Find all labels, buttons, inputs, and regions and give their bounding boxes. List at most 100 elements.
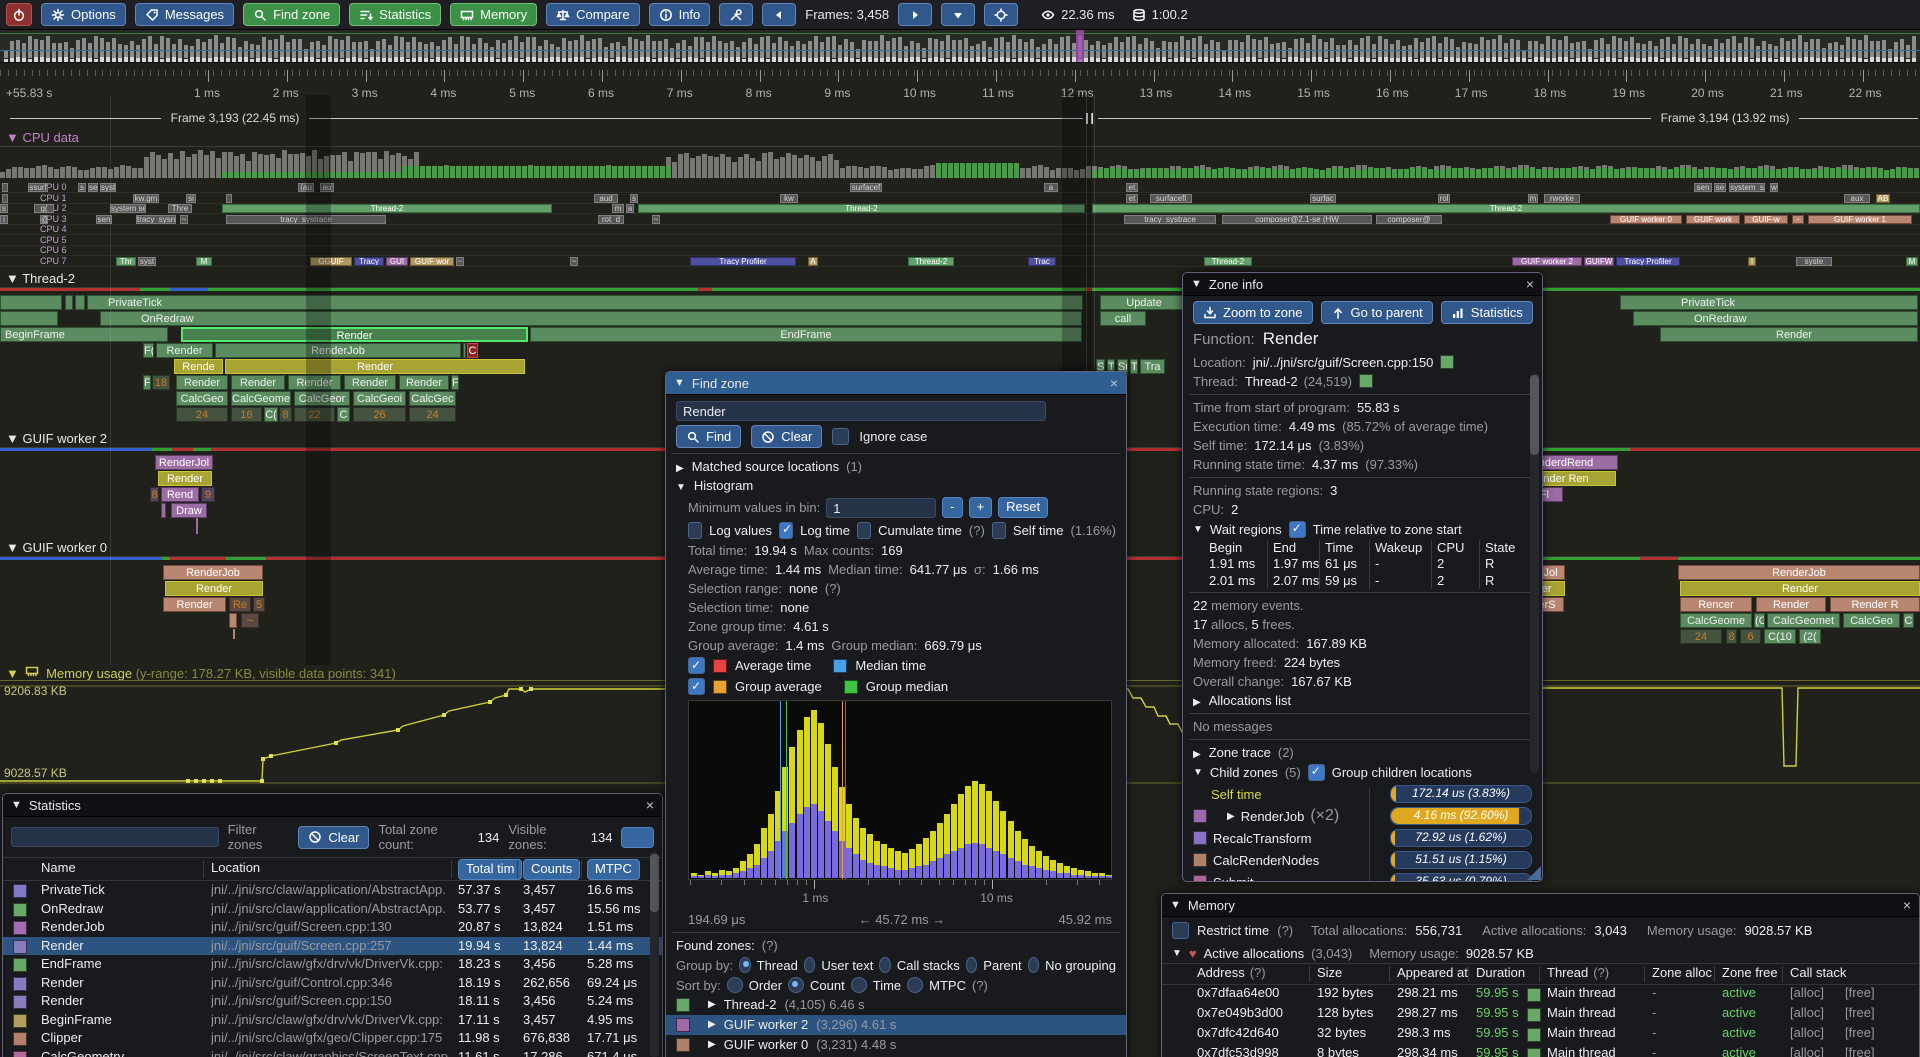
alloc-callstack-btn[interactable]: [alloc] — [1790, 985, 1824, 1000]
legend-checkbox[interactable] — [688, 657, 705, 674]
timeline-zone[interactable]: CalcGeomet — [1767, 613, 1840, 628]
free-callstack-btn[interactable]: [free] — [1845, 1005, 1875, 1020]
cpu-zone[interactable]: a — [1044, 183, 1058, 192]
cpu-zone[interactable]: composer@2.1-se (HW — [1222, 215, 1372, 224]
timeline-zone[interactable]: Draw — [171, 503, 207, 518]
statistics-scrollbar-thumb[interactable] — [650, 854, 659, 912]
allocation-row[interactable]: 0x7e049b3d00128 bytes298.27 ms59.95 sMai… — [1162, 1005, 1919, 1025]
legend-checkbox[interactable] — [688, 678, 705, 695]
timeline-zone[interactable] — [161, 503, 166, 518]
frame-overview-strip[interactable] — [0, 30, 1920, 63]
decrease-button[interactable]: - — [942, 497, 962, 518]
timeline-zone[interactable]: 8 — [279, 407, 292, 422]
timeline-zone[interactable]: CalcGeome — [231, 391, 291, 406]
cpu-zone[interactable]: surfac — [1310, 194, 1336, 203]
cpu-zone[interactable]: system se — [110, 204, 146, 213]
group-by-radio-parent[interactable] — [966, 957, 978, 973]
cpu-zone[interactable]: - — [1792, 215, 1804, 224]
matched-locations-row[interactable]: ▶Matched source locations(1) — [666, 457, 1126, 476]
cpu-zone[interactable]: et — [1126, 183, 1138, 192]
relative-time-checkbox[interactable] — [1289, 521, 1306, 538]
cpu-zone[interactable]: GUIF wor — [410, 257, 454, 266]
sort-by-radio-count[interactable] — [788, 977, 804, 993]
cpu-zone[interactable]: rworke — [1544, 194, 1580, 203]
timeline-zone[interactable]: Render — [176, 375, 228, 390]
col-zone-free[interactable]: Zone free — [1722, 965, 1778, 980]
cpu-zone[interactable]: GUIF work — [1686, 215, 1740, 224]
child-zones-row[interactable]: ▼Child zones(5)Group children locations — [1183, 762, 1542, 783]
timeline-zone[interactable]: F — [143, 375, 151, 390]
cpu-zone[interactable]: GUIF worker 2 — [1512, 257, 1582, 266]
timeline-zone[interactable]: BeginFrame — [0, 327, 168, 342]
cpu-zone[interactable]: A — [808, 257, 818, 266]
timeline-zone[interactable]: Render — [225, 359, 525, 374]
timeline-zone[interactable]: 24 — [409, 407, 456, 422]
ignore-case-checkbox[interactable] — [832, 428, 849, 445]
cpu-zone[interactable]: ~ — [180, 215, 188, 224]
cpu-zone[interactable]: Thre — [168, 204, 192, 213]
min-bin-input[interactable]: 1 — [826, 498, 936, 518]
alloc-callstack-btn[interactable]: [alloc] — [1790, 1005, 1824, 1020]
group-by-radio-user-text[interactable] — [804, 957, 816, 973]
cpu-zone[interactable]: si — [186, 194, 196, 203]
cumulate-time-checkbox[interactable] — [857, 522, 871, 539]
col-duration[interactable]: Duration — [1476, 965, 1525, 980]
view-marker[interactable] — [1076, 30, 1084, 62]
timeline-zone[interactable]: OnRedraw — [100, 311, 1082, 326]
close-icon[interactable]: × — [1903, 897, 1911, 913]
cpu-zone[interactable]: GUI — [386, 257, 408, 266]
timeline-zone[interactable] — [229, 613, 237, 628]
found-zone-group-row[interactable]: ▶GUIF worker 2(3,296) 4.61 s — [666, 1015, 1126, 1035]
cpu-zone[interactable]: GUIF-w — [1744, 215, 1788, 224]
timeline-zone[interactable]: RenderJob — [163, 565, 263, 580]
sort-by-radio-order[interactable] — [727, 977, 743, 993]
col-mtpc-sort[interactable]: MTPC — [587, 859, 640, 880]
prev-frame-button[interactable] — [762, 3, 796, 26]
cpu-zone[interactable]: a — [626, 204, 634, 213]
timeline-zone[interactable]: Rend — [161, 487, 199, 502]
timeline-zone[interactable]: RenderJob — [1678, 565, 1920, 580]
clear-button[interactable]: Clear — [751, 425, 822, 448]
timeline-zone[interactable]: 5 — [253, 597, 265, 612]
allocation-row[interactable]: 0x7dfaa64e00192 bytes298.21 ms59.95 sMai… — [1162, 985, 1919, 1005]
timeline-ruler[interactable]: +55.83 s1 ms2 ms3 ms4 ms5 ms6 ms7 ms8 ms… — [0, 62, 1920, 110]
collapse-icon[interactable]: ▼ — [1172, 948, 1182, 959]
cpu-zone[interactable]: syst — [138, 257, 156, 266]
alloc-callstack-btn[interactable]: [alloc] — [1790, 1025, 1824, 1040]
child-zone-row[interactable]: Self time172.14 us (3.83%) — [1183, 783, 1542, 805]
timeline-zone[interactable]: Rencer — [1680, 597, 1752, 612]
timeline-zone[interactable] — [463, 343, 466, 358]
timeline-zone[interactable] — [65, 295, 73, 310]
timeline-zone[interactable]: C — [337, 407, 350, 422]
cpu-zone[interactable]: tracy_systrace — [1124, 215, 1216, 224]
timeline-zone[interactable]: T — [1130, 359, 1138, 374]
wait-region-row[interactable]: 2.01 ms2.07 ms59 μs-2R — [1183, 572, 1542, 589]
cpu-zone[interactable]: m — [612, 204, 624, 213]
statistics-row[interactable]: CalcGeometryjni/../jni/src/claw/graphics… — [3, 1048, 662, 1057]
allocations-list-row[interactable]: ▶Allocations list — [1183, 691, 1542, 710]
cpu-zone[interactable]: w — [1770, 183, 1778, 192]
timeline-zone[interactable]: 8 — [150, 487, 159, 502]
cpu-zone[interactable] — [2, 194, 8, 203]
collapse-triangle[interactable]: ▼ — [1191, 278, 1202, 290]
goto-frame-button[interactable] — [984, 3, 1018, 26]
cpu-zone[interactable]: rol — [1438, 194, 1450, 203]
timeline-zone[interactable]: CalcGeome — [1680, 613, 1752, 628]
child-zone-row[interactable]: CalcRenderNodes51.51 us (1.15%) — [1183, 849, 1542, 871]
collapse-triangle[interactable]: ▼ — [674, 377, 685, 389]
timeline-zone[interactable]: Render R — [1830, 597, 1920, 612]
cpu-zone[interactable]: kw — [780, 194, 798, 203]
timeline-zone[interactable]: C( — [264, 407, 278, 422]
zone-info-scrollbar-thumb[interactable] — [1530, 375, 1539, 455]
histogram-plot[interactable] — [688, 700, 1112, 880]
timeline-zone[interactable]: Render — [181, 327, 528, 342]
find-zone-button[interactable]: Find zone — [243, 3, 340, 26]
cpu-zone[interactable]: g( — [34, 204, 54, 213]
thread-header-guif-worker-0[interactable]: ▼ GUIF worker 0 — [6, 540, 107, 555]
timeline-zone[interactable]: Update — [1100, 295, 1188, 310]
cpu-zone[interactable]: composer@ — [1376, 215, 1442, 224]
timeline-zone[interactable]: Render — [156, 343, 213, 358]
frame-dropdown-button[interactable] — [941, 3, 975, 26]
cpu-zone[interactable] — [2, 183, 8, 192]
statistics-row[interactable]: Clipperjni/../jni/src/claw/gfx/geo/Clipp… — [3, 1029, 662, 1048]
